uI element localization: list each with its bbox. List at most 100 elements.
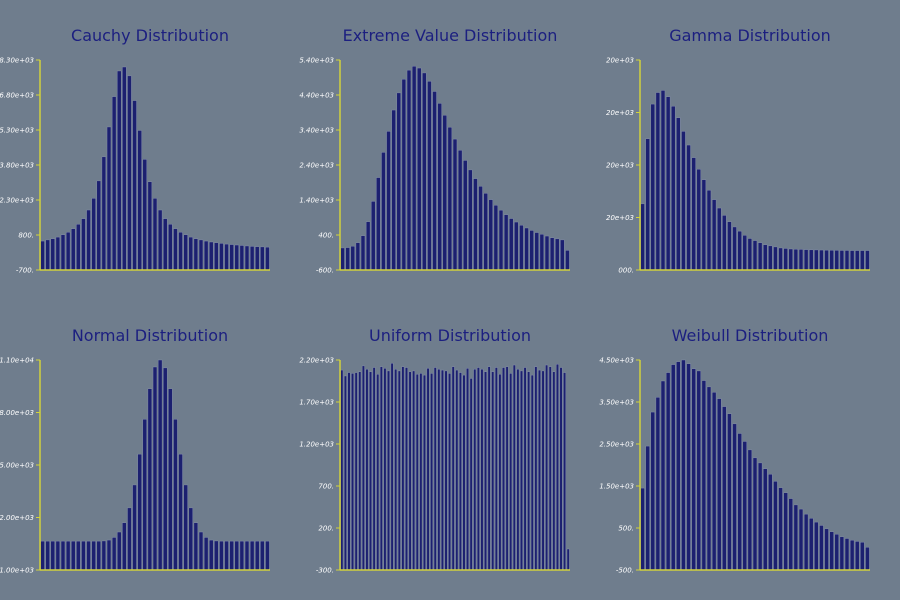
bar: [530, 374, 534, 571]
bar: [860, 250, 865, 271]
bar: [86, 209, 91, 271]
bar: [381, 152, 386, 271]
bar: [249, 246, 255, 271]
chart-plot-extreme-value: -600. 400. 1.40e+03 2.40e+03 3.40e+03 4.40e+0…: [299, 57, 570, 275]
bar: [527, 371, 531, 571]
bar: [168, 224, 173, 271]
bar: [345, 247, 350, 271]
y-tick-label: 800.: [18, 232, 34, 240]
bar: [355, 242, 361, 271]
bar: [447, 126, 453, 271]
bar: [773, 481, 778, 571]
bar: [458, 372, 462, 571]
bar: [45, 540, 50, 571]
bar: [539, 234, 545, 271]
bar: [255, 540, 260, 571]
bar: [860, 542, 865, 571]
bar: [411, 66, 417, 271]
bar: [478, 186, 483, 271]
chart-panel-gamma: Gamma Distribution 000. 20e+03 20e+03 20e+0…: [600, 0, 900, 300]
bar: [408, 371, 412, 571]
bar: [354, 372, 358, 571]
bar: [803, 249, 809, 271]
bar: [81, 540, 86, 571]
bar: [405, 367, 408, 571]
y-tick-label: 2.20e+03: [299, 357, 334, 365]
bar: [71, 540, 76, 571]
bar: [466, 368, 469, 571]
bar: [686, 363, 691, 571]
y-tick-label: 5.00e+03: [0, 462, 34, 470]
y-tick-label: 5.40e+03: [299, 57, 334, 65]
bar: [566, 548, 570, 571]
bar: [819, 525, 824, 571]
bar: [849, 539, 855, 571]
bar: [747, 449, 753, 571]
bar: [457, 150, 463, 271]
bar: [462, 374, 466, 571]
bar: [676, 361, 681, 571]
bar: [742, 441, 747, 571]
bar: [45, 239, 50, 271]
bar: [379, 366, 383, 571]
y-tick-label: -1.00e+03: [0, 567, 34, 575]
bar: [763, 244, 768, 271]
bar: [203, 537, 209, 571]
bar: [752, 240, 758, 271]
y-tick-label: 3.40e+03: [299, 127, 334, 135]
y-tick-label: 5.30e+03: [0, 127, 34, 135]
bar: [426, 368, 430, 571]
bar: [778, 487, 783, 571]
bar: [834, 250, 839, 271]
bar: [390, 363, 394, 571]
chart-title-weibull: Weibull Distribution: [671, 326, 829, 345]
bar: [757, 242, 763, 271]
bar: [219, 243, 224, 271]
bar: [430, 373, 434, 571]
bar: [152, 198, 158, 271]
bar: [55, 236, 61, 271]
bar: [549, 237, 555, 271]
bar: [209, 241, 214, 271]
chart-title-normal: Normal Distribution: [71, 326, 229, 345]
bar: [494, 367, 498, 571]
bar: [487, 366, 491, 571]
bar: [229, 244, 234, 271]
bar: [173, 419, 178, 571]
bar: [442, 115, 447, 271]
bar: [234, 244, 239, 271]
bar: [655, 397, 661, 571]
bar: [173, 228, 178, 271]
bar: [468, 169, 473, 271]
bar: [157, 209, 163, 271]
chart-panel-uniform: Uniform Distribution -300. 200. 700. 1.20e+…: [299, 300, 600, 600]
y-tick-label: 000.: [618, 267, 634, 275]
bar: [132, 100, 137, 271]
bar: [809, 249, 814, 271]
bar: [686, 144, 691, 271]
bar: [793, 249, 799, 271]
bar: [397, 370, 401, 571]
y-tick-label: 20e+03: [606, 109, 634, 117]
bar: [147, 388, 153, 571]
bar: [168, 388, 173, 571]
bar: [711, 392, 717, 571]
bar: [560, 239, 565, 271]
bar: [383, 368, 387, 571]
bar: [214, 540, 219, 571]
y-tick-label: -700.: [16, 267, 34, 275]
bar: [660, 90, 666, 271]
bar: [509, 373, 513, 571]
bar: [696, 370, 701, 571]
bar: [706, 386, 712, 571]
bar: [406, 69, 412, 271]
bar: [829, 531, 834, 571]
bar: [757, 462, 763, 571]
bar: [239, 540, 245, 571]
bar: [505, 366, 509, 571]
bar: [824, 249, 829, 271]
bar: [203, 240, 209, 271]
bar: [188, 236, 193, 271]
bar: [722, 215, 727, 271]
bar: [512, 364, 516, 571]
